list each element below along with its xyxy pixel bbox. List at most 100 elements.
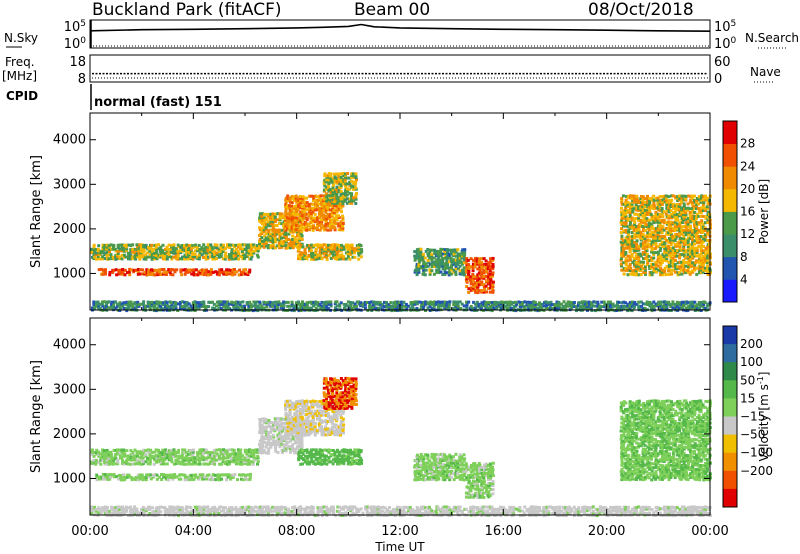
echo-cell xyxy=(316,243,320,247)
echo-cell xyxy=(192,273,196,277)
echo-cell xyxy=(680,210,684,214)
echo-cell xyxy=(677,271,681,275)
echo-cell xyxy=(316,301,320,305)
echo-cell xyxy=(112,243,116,247)
echo-cell xyxy=(141,253,145,257)
echo-cell xyxy=(361,305,365,309)
echo-cell xyxy=(136,473,140,477)
echo-cell xyxy=(500,302,503,306)
echo-cell xyxy=(265,216,269,220)
echo-cell xyxy=(691,238,695,242)
date-title: 08/Oct/2018 xyxy=(588,0,694,20)
echo-cell xyxy=(181,473,185,477)
echo-cell xyxy=(309,306,313,310)
echo-cell xyxy=(360,249,364,253)
echo-cell xyxy=(659,263,663,267)
echo-cell xyxy=(218,476,222,479)
echo-cell xyxy=(641,267,645,271)
echo-cell xyxy=(337,177,341,181)
echo-cell xyxy=(305,301,309,305)
echo-cell xyxy=(435,270,439,274)
echo-cell xyxy=(226,305,230,308)
echo-cell xyxy=(641,262,645,266)
echo-cell xyxy=(143,255,147,258)
echo-cell xyxy=(686,269,690,272)
y-axis-label: Slant Range [km] xyxy=(29,155,44,268)
echo-cell xyxy=(198,462,202,466)
echo-cell xyxy=(301,255,305,259)
echo-cell xyxy=(135,253,139,257)
echo-cell xyxy=(145,473,149,477)
echo-cell xyxy=(637,252,641,256)
echo-cell xyxy=(232,257,236,261)
echo-cell xyxy=(102,456,106,460)
echo-cell xyxy=(691,261,695,265)
echo-cell xyxy=(474,261,478,265)
echo-cell xyxy=(656,236,660,240)
echo-cell xyxy=(116,252,120,255)
echo-cell xyxy=(462,260,466,264)
echo-cell xyxy=(639,204,643,208)
echo-cell xyxy=(105,458,109,462)
echo-cell xyxy=(109,475,112,479)
noise-left-label: N.Sky xyxy=(4,31,38,45)
echo-cell xyxy=(243,456,247,460)
echo-cell xyxy=(645,249,649,253)
echo-cell xyxy=(660,206,664,210)
echo-cell xyxy=(648,264,651,268)
echo-cell xyxy=(203,270,207,274)
echo-cell xyxy=(236,245,240,249)
echo-cell xyxy=(476,267,480,271)
echo-cell xyxy=(419,247,423,251)
echo-cell xyxy=(245,301,249,304)
echo-cell xyxy=(191,448,195,452)
echo-cell xyxy=(448,271,452,275)
echo-cell xyxy=(187,452,191,456)
echo-cell xyxy=(282,224,286,228)
echo-cell xyxy=(695,221,699,225)
echo-cell xyxy=(607,302,611,306)
echo-cell xyxy=(522,306,526,310)
echo-cell xyxy=(343,195,347,199)
echo-cell xyxy=(234,454,238,458)
echo-cell xyxy=(246,462,249,466)
echo-cell xyxy=(161,249,165,253)
echo-cell xyxy=(239,473,243,477)
echo-cell xyxy=(695,241,699,245)
echo-cell xyxy=(488,305,492,308)
echo-cell xyxy=(265,451,269,455)
echo-cell xyxy=(703,300,707,304)
echo-cell xyxy=(659,266,663,270)
echo-cell xyxy=(415,266,419,270)
echo-cell xyxy=(303,302,307,306)
echo-cell xyxy=(140,475,144,479)
echo-cell xyxy=(655,244,659,248)
echo-cell xyxy=(622,268,626,272)
echo-cell xyxy=(138,473,142,477)
echo-cell xyxy=(706,207,710,210)
echo-cell xyxy=(669,258,673,262)
echo-cell xyxy=(433,260,437,264)
echo-cell xyxy=(167,478,170,482)
echo-cell xyxy=(339,176,343,179)
echo-cell xyxy=(107,460,111,464)
echo-cell xyxy=(155,243,158,247)
echo-cell xyxy=(629,245,632,248)
echo-cell xyxy=(214,478,218,482)
echo-cell xyxy=(290,300,294,304)
echo-cell xyxy=(243,476,247,480)
echo-cell xyxy=(282,242,286,246)
echo-cell xyxy=(185,247,188,251)
echo-cell xyxy=(631,234,635,238)
echo-cell xyxy=(337,214,341,218)
echo-cell xyxy=(191,257,195,261)
echo-cell xyxy=(422,304,426,308)
colorbar-segment xyxy=(723,256,737,280)
echo-cell xyxy=(312,301,316,304)
echo-cell xyxy=(661,254,664,258)
echo-cell xyxy=(237,257,241,261)
echo-cell xyxy=(185,454,188,458)
echo-cell xyxy=(515,302,518,306)
echo-cell xyxy=(249,247,253,251)
echo-cell xyxy=(333,245,337,249)
